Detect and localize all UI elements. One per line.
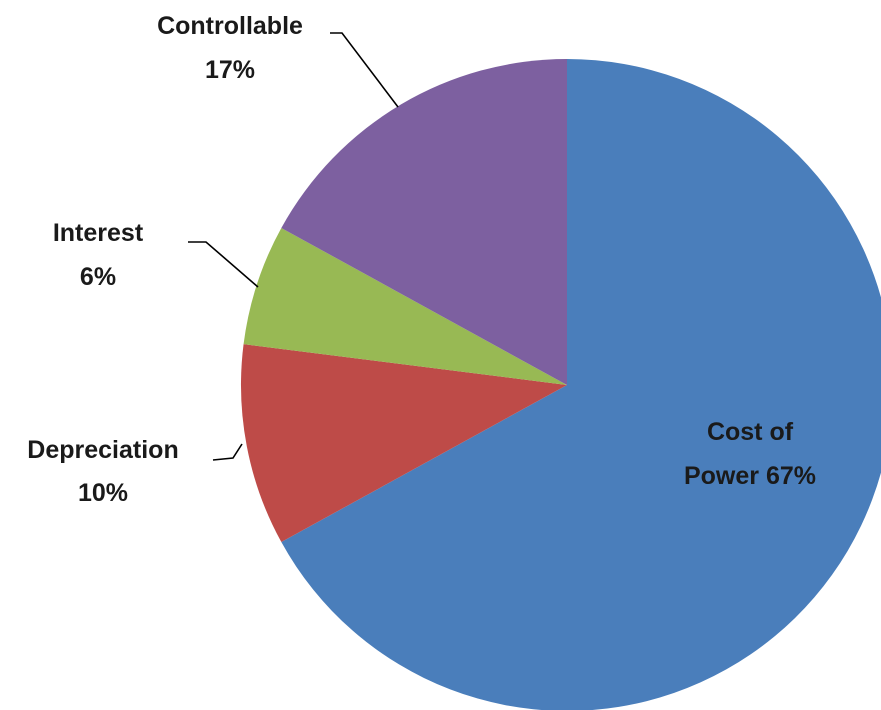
slice-label-depreciation-line1: Depreciation: [27, 436, 178, 464]
pie-slice-interest: [243, 227, 567, 385]
pie-slice-controllable: [281, 59, 567, 385]
pie-slice-depreciation: [240, 344, 567, 543]
slice-labels: Cost of Power 67% Depreciation 10% Interest 6…: [27, 12, 816, 507]
slice-label-controllable-line1: Controllable: [157, 12, 303, 40]
leader-lines: [188, 32, 399, 461]
pie-slice-cost-of-power: [281, 59, 881, 710]
slice-label-cost-of-power-line2: Power 67%: [684, 462, 816, 490]
slice-label-depreciation-line2: 10%: [78, 479, 128, 507]
slice-label-cost-of-power-line1: Cost of: [707, 418, 794, 446]
slice-label-interest-line1: Interest: [53, 219, 144, 247]
slice-label-interest-line2: 6%: [80, 263, 116, 291]
leader-line-interest: [188, 241, 259, 288]
leader-line-depreciation: [212, 443, 243, 461]
slice-label-controllable-line2: 17%: [205, 56, 255, 84]
leader-line-controllable: [330, 32, 399, 108]
pie-slices: [240, 59, 881, 710]
